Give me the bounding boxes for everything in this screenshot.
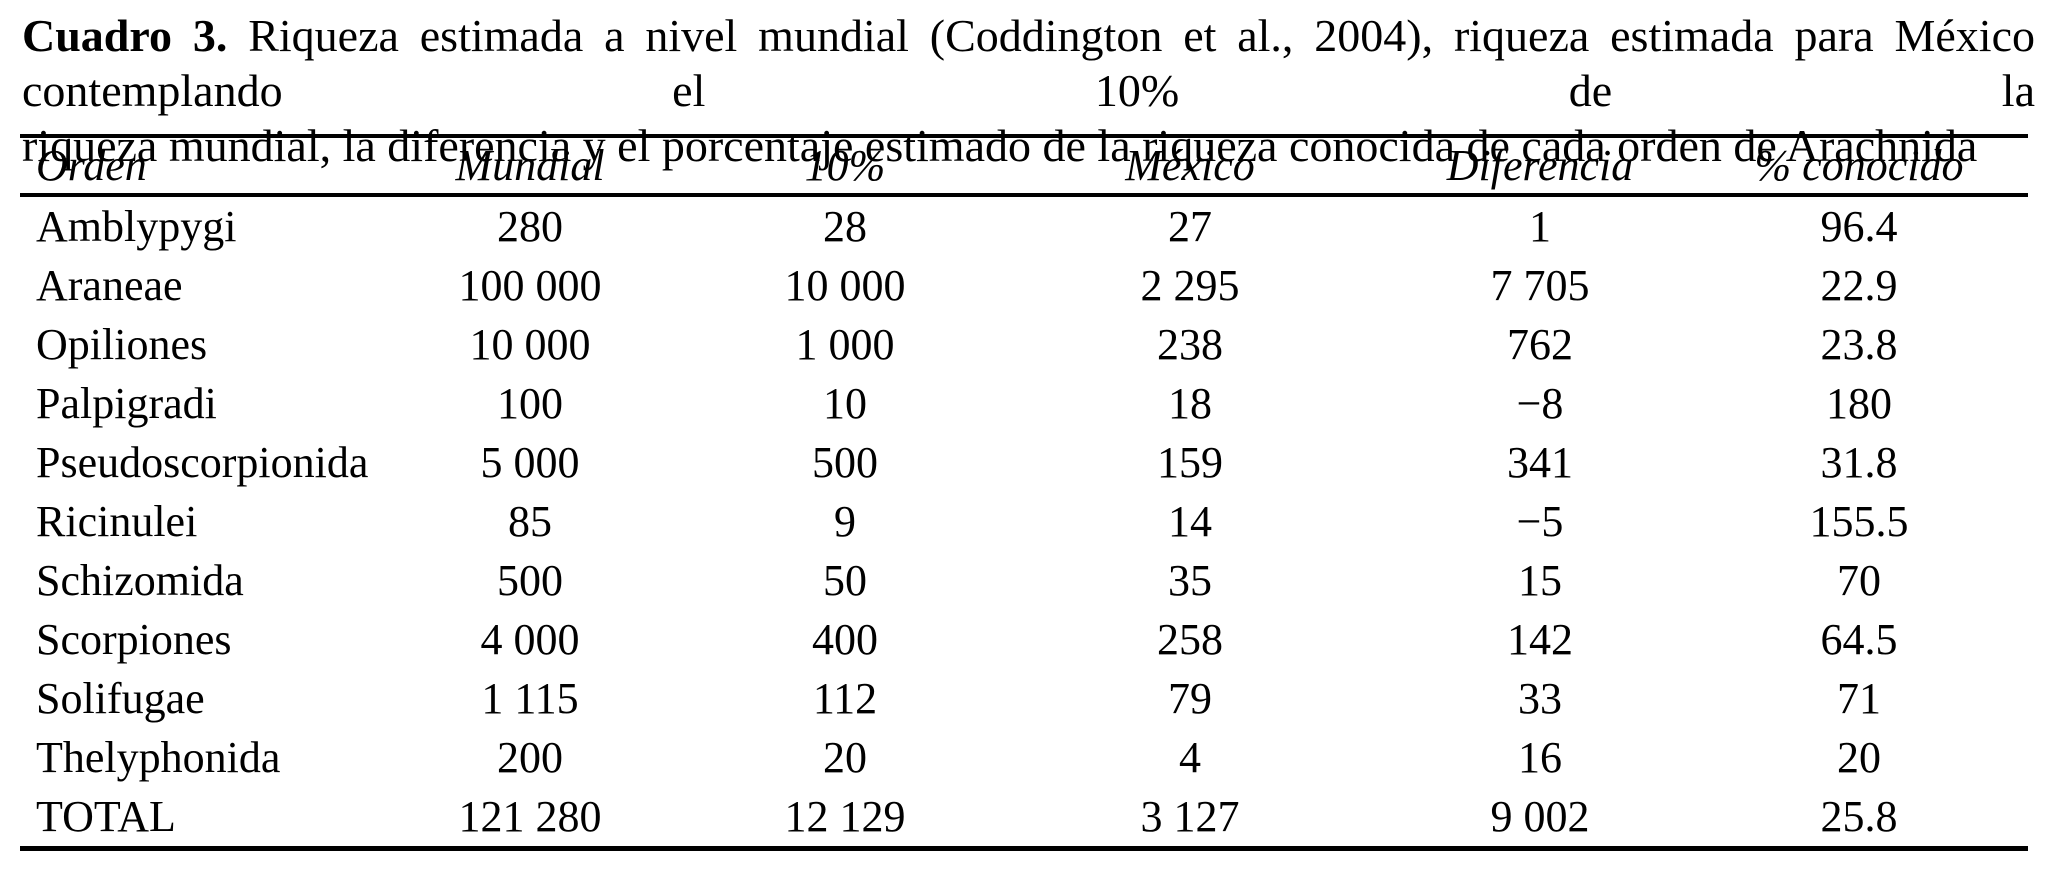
value-cell: 85	[508, 497, 552, 546]
value-cell: 1 000	[795, 320, 895, 369]
order-name-cell: Thelyphonida	[36, 733, 281, 782]
table-row: Thelyphonida 200 20 4 16 20	[20, 728, 2028, 787]
value-cell: 280	[497, 202, 563, 251]
value-cell: 155.5	[1809, 497, 1909, 546]
value-cell: 22.9	[1820, 261, 1898, 310]
value-cell: 341	[1507, 438, 1573, 487]
value-cell: 1	[1529, 202, 1551, 251]
value-cell: 35	[1168, 556, 1212, 605]
header-row: Orden Mundial 10% México Diferencia % co…	[20, 136, 2028, 195]
table-row: Pseudoscorpionida 5 000 500 159 341 31.8	[20, 433, 2028, 492]
value-cell: −5	[1516, 497, 1564, 546]
value-cell: 96.4	[1820, 202, 1898, 251]
value-cell: 10	[823, 379, 867, 428]
caption-text-1: Riqueza estimada a nivel mundial (Coddin…	[22, 10, 2035, 116]
table-row: Ricinulei 85 9 14 −5 155.5	[20, 492, 2028, 551]
value-cell: 70	[1837, 556, 1881, 605]
value-cell: 20	[823, 733, 867, 782]
value-cell: 200	[497, 733, 563, 782]
value-cell: 121 280	[458, 792, 602, 841]
value-cell: 238	[1157, 320, 1223, 369]
order-name-cell: Solifugae	[36, 674, 205, 723]
table-row: Palpigradi 100 10 18 −8 180	[20, 374, 2028, 433]
table-row: Scorpiones 4 000 400 258 142 64.5	[20, 610, 2028, 669]
column-header-diferencia: Diferencia	[1446, 141, 1634, 190]
table-row: Solifugae 1 115 112 79 33 71	[20, 669, 2028, 728]
table-row: TOTAL 121 280 12 129 3 127 9 002 25.8	[20, 787, 2028, 849]
value-cell: 142	[1507, 615, 1573, 664]
value-cell: 112	[812, 674, 878, 723]
column-header-conocido: % conocido	[1754, 141, 1964, 190]
value-cell: 50	[823, 556, 867, 605]
value-cell: 18	[1168, 379, 1212, 428]
value-cell: 4 000	[480, 615, 580, 664]
value-cell: 28	[823, 202, 867, 251]
value-cell: −8	[1516, 379, 1564, 428]
value-cell: 23.8	[1820, 320, 1898, 369]
value-cell: 180	[1826, 379, 1892, 428]
order-name-cell: TOTAL	[36, 792, 176, 841]
order-name-cell: Ricinulei	[36, 497, 198, 546]
value-cell: 1 115	[481, 674, 579, 723]
value-cell: 79	[1168, 674, 1212, 723]
order-name-cell: Araneae	[36, 261, 183, 310]
order-name-cell: Scorpiones	[36, 615, 232, 664]
order-name-cell: Schizomida	[36, 556, 244, 605]
value-cell: 25.8	[1820, 792, 1898, 841]
value-cell: 3 127	[1140, 792, 1240, 841]
table-row: Araneae 100 000 10 000 2 295 7 705 22.9	[20, 256, 2028, 315]
value-cell: 33	[1518, 674, 1562, 723]
value-cell: 159	[1157, 438, 1223, 487]
value-cell: 100	[497, 379, 563, 428]
column-header-orden: Orden	[36, 141, 147, 190]
value-cell: 9 002	[1490, 792, 1590, 841]
value-cell: 14	[1168, 497, 1212, 546]
value-cell: 9	[834, 497, 856, 546]
table-body: Amblypygi 280 28 27 1 96.4 Araneae 100 000 10 00…	[20, 195, 2028, 849]
value-cell: 500	[497, 556, 563, 605]
value-cell: 27	[1168, 202, 1212, 251]
value-cell: 64.5	[1820, 615, 1898, 664]
value-cell: 762	[1507, 320, 1573, 369]
value-cell: 31.8	[1820, 438, 1898, 487]
value-cell: 10 000	[469, 320, 591, 369]
value-cell: 7 705	[1490, 261, 1590, 310]
value-cell: 15	[1518, 556, 1562, 605]
order-name-cell: Opiliones	[36, 320, 208, 369]
order-name-cell: Palpigradi	[36, 379, 217, 428]
table-row: Opiliones 10 000 1 000 238 762 23.8	[20, 315, 2028, 374]
value-cell: 4	[1179, 733, 1201, 782]
caption-label: Cuadro 3.	[22, 10, 228, 61]
order-name-cell: Amblypygi	[36, 202, 237, 251]
value-cell: 16	[1518, 733, 1562, 782]
table-row: Amblypygi 280 28 27 1 96.4	[20, 195, 2028, 256]
value-cell: 10 000	[784, 261, 906, 310]
value-cell: 500	[812, 438, 878, 487]
table-header: Orden Mundial 10% México Diferencia % co…	[20, 136, 2028, 195]
value-cell: 2 295	[1140, 261, 1240, 310]
caption-line-1: Cuadro 3. Riqueza estimada a nivel mundi…	[22, 8, 2035, 118]
value-cell: 100 000	[458, 261, 602, 310]
value-cell: 400	[812, 615, 878, 664]
column-header-10pct: 10%	[804, 141, 886, 190]
table-row: Schizomida 500 50 35 15 70	[20, 551, 2028, 610]
value-cell: 71	[1837, 674, 1881, 723]
column-header-mundial: Mundial	[455, 141, 605, 190]
value-cell: 5 000	[480, 438, 580, 487]
value-cell: 20	[1837, 733, 1881, 782]
column-header-mexico: México	[1125, 141, 1255, 190]
data-table: Orden Mundial 10% México Diferencia % co…	[20, 134, 2028, 851]
value-cell: 12 129	[784, 792, 906, 841]
caption-line-2: riqueza mundial, la diferencia y el porc…	[22, 120, 1978, 171]
value-cell: 258	[1157, 615, 1223, 664]
order-name-cell: Pseudoscorpionida	[36, 438, 369, 487]
table-caption: Cuadro 3. Riqueza estimada a nivel mundi…	[22, 8, 2035, 173]
